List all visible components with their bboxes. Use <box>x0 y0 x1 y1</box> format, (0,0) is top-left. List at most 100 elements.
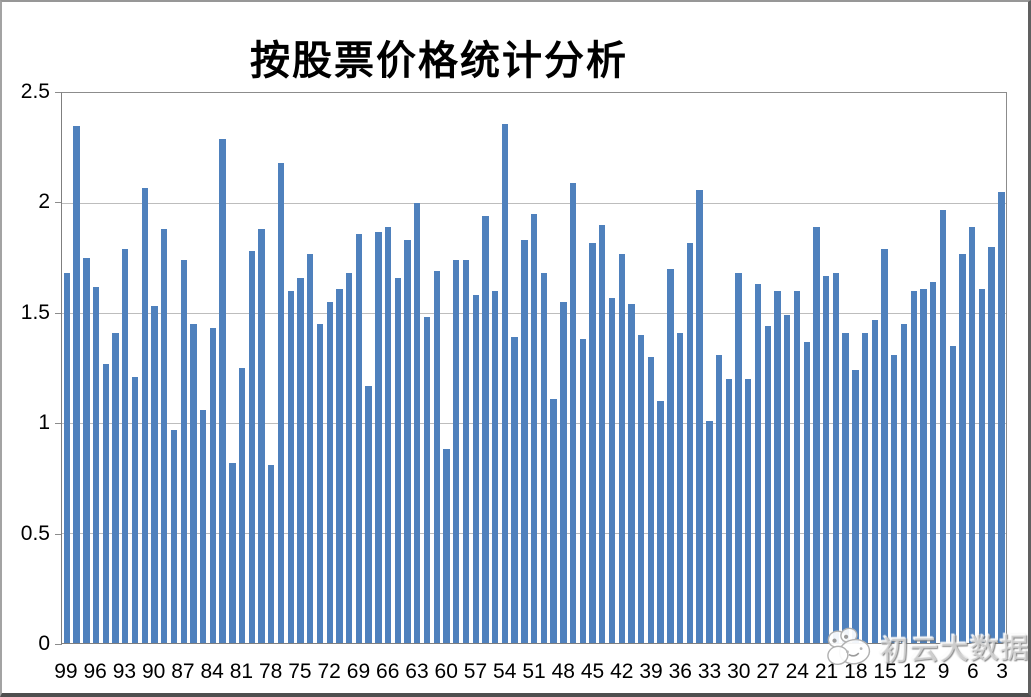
y-axis-tick <box>55 533 62 535</box>
x-axis-label: 45 <box>580 660 605 683</box>
bar <box>102 363 109 643</box>
bar <box>122 249 129 643</box>
bar <box>968 227 976 643</box>
bar <box>560 302 567 643</box>
x-axis-label: 3 <box>996 660 1008 683</box>
y-axis-tick <box>55 92 62 93</box>
bar <box>199 409 207 643</box>
x-axis-label: 39 <box>639 660 663 683</box>
x-axis-label: 63 <box>405 660 429 683</box>
bar <box>180 260 187 643</box>
bar <box>316 324 324 643</box>
y-axis-label: 0 <box>38 632 50 655</box>
bar <box>384 227 392 643</box>
y-axis-label: 1.5 <box>20 300 50 324</box>
x-axis-label: 18 <box>844 660 868 683</box>
plot-area <box>61 92 1007 644</box>
bar <box>764 326 771 643</box>
bar <box>998 192 1005 643</box>
bar <box>492 291 499 643</box>
bar <box>569 183 577 643</box>
bar <box>453 260 460 643</box>
bar <box>472 295 479 643</box>
bar <box>949 346 956 643</box>
x-axis-label: 84 <box>200 660 224 683</box>
bar <box>521 240 528 643</box>
bar <box>540 273 548 643</box>
bar <box>375 231 382 643</box>
y-axis-label: 1 <box>38 411 50 435</box>
bar <box>277 163 285 643</box>
x-axis-label: 9 <box>937 660 950 683</box>
bar <box>628 304 635 643</box>
bar <box>861 332 869 643</box>
bar <box>822 275 830 643</box>
x-axis-label: 21 <box>814 660 839 683</box>
bar <box>891 354 898 643</box>
bar <box>501 123 509 643</box>
bar <box>881 249 888 643</box>
bar <box>589 242 596 643</box>
bar <box>170 429 178 643</box>
bar <box>754 284 762 643</box>
bar <box>871 319 878 643</box>
x-axis-label: 57 <box>463 660 488 683</box>
bar <box>355 233 363 643</box>
bar <box>287 291 294 643</box>
x-axis-label: 93 <box>112 660 137 683</box>
bar <box>638 335 645 643</box>
bar <box>209 328 217 643</box>
bar <box>482 216 489 643</box>
bar <box>832 273 840 643</box>
bar <box>365 385 372 643</box>
bar <box>842 332 849 643</box>
bar <box>735 273 742 643</box>
x-axis-label: 87 <box>171 660 195 683</box>
bar <box>745 379 752 643</box>
bar <box>462 260 470 643</box>
bar <box>784 315 791 643</box>
x-axis-label: 96 <box>83 660 107 683</box>
bar <box>423 317 431 643</box>
bar <box>939 209 947 643</box>
bar <box>657 401 664 643</box>
bar <box>900 324 908 643</box>
bar <box>725 379 732 643</box>
x-axis-label: 48 <box>551 660 575 683</box>
bar <box>394 277 402 643</box>
x-axis-label: 30 <box>727 660 751 683</box>
chart-title: 按股票价格统计分析 <box>250 38 628 83</box>
bar <box>803 341 810 643</box>
y-axis-tick <box>55 423 62 425</box>
bar <box>667 269 674 643</box>
bar <box>599 225 606 643</box>
bar <box>112 332 119 643</box>
bar <box>326 302 333 643</box>
x-axis-label: 75 <box>288 660 312 683</box>
y-axis-label: 2 <box>38 190 50 214</box>
bar <box>83 258 90 643</box>
bar <box>920 288 927 643</box>
bar <box>647 357 655 643</box>
x-axis-label: 36 <box>668 660 692 683</box>
bar <box>63 273 71 643</box>
y-axis-tick <box>55 644 62 645</box>
bar <box>852 370 859 643</box>
x-axis-label: 51 <box>522 660 546 683</box>
bar <box>131 376 139 643</box>
bar <box>618 253 625 643</box>
bar <box>414 203 421 643</box>
bar <box>511 337 518 643</box>
bar <box>307 253 314 643</box>
x-axis-label: 81 <box>229 660 254 683</box>
y-axis-label: 2.5 <box>20 80 50 103</box>
x-axis-label: 24 <box>785 660 809 683</box>
bar <box>774 291 781 643</box>
bar <box>229 462 236 643</box>
bar <box>238 368 246 643</box>
x-axis-label: 72 <box>317 660 341 683</box>
bar <box>73 126 80 643</box>
watermark: 初云大数据 <box>824 622 1028 673</box>
bar <box>706 420 713 643</box>
